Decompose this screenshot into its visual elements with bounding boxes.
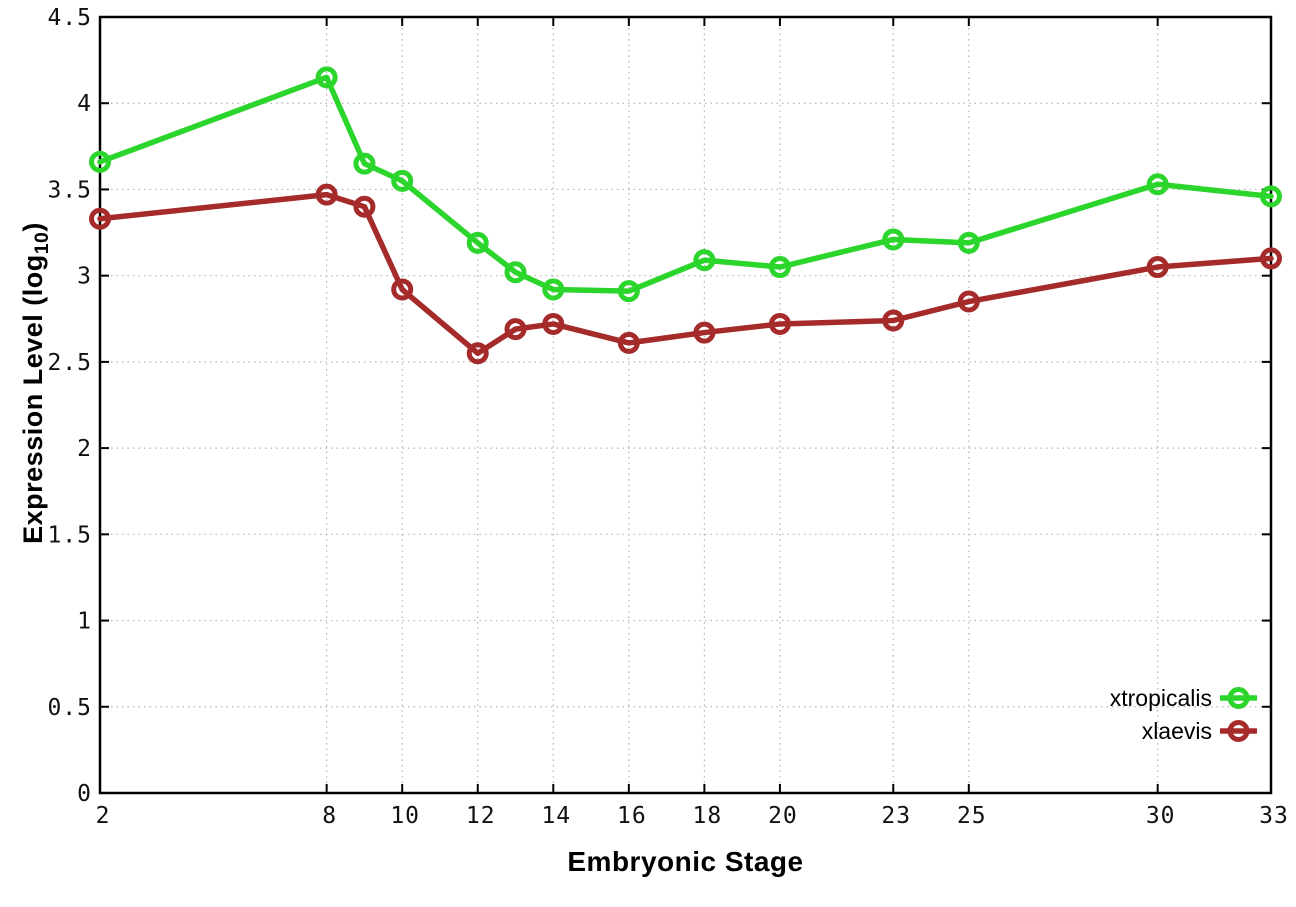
data-point-marker-xlaevis xyxy=(957,290,980,313)
y-tick-label: 0 xyxy=(77,781,92,807)
y-tick-label: 3 xyxy=(77,264,92,290)
y-tick-label: 2 xyxy=(77,436,92,462)
data-point-marker-xlaevis xyxy=(89,207,111,230)
data-point-marker-xtropicalis xyxy=(957,231,980,254)
y-tick-label: 0.5 xyxy=(47,695,92,721)
tick-labels: 2 8 10 12 14 16 18 20 23 25 30 33 0 0.5 1 1.5 2 2.5 3 3.5 4 4… xyxy=(47,5,1289,829)
data-point-marker-xtropicalis xyxy=(89,150,111,173)
x-tick-label: 23 xyxy=(881,803,911,829)
legend-label-xlaevis: xlaevis xyxy=(1142,718,1212,744)
data-point-marker-xtropicalis xyxy=(882,228,905,251)
data-point-marker-xtropicalis xyxy=(504,261,527,284)
data-point-marker-xlaevis xyxy=(391,278,414,301)
x-tick-label: 16 xyxy=(617,803,647,829)
y-tick-label: 4.5 xyxy=(47,5,92,31)
x-tick-label: 25 xyxy=(957,803,987,829)
data-point-marker-xlaevis xyxy=(353,195,376,218)
data-point-marker-xlaevis xyxy=(542,312,565,335)
legend-sample-marker-xlaevis xyxy=(1227,720,1250,742)
data-point-marker-xtropicalis xyxy=(466,231,489,254)
x-tick-label: 14 xyxy=(541,803,571,829)
data-point-marker-xlaevis xyxy=(882,309,905,332)
data-point-marker-xtropicalis xyxy=(391,169,414,192)
data-point-marker-xlaevis xyxy=(504,318,527,341)
x-tick-label: 33 xyxy=(1259,803,1289,829)
plot-border xyxy=(98,15,1273,795)
x-tick-label: 30 xyxy=(1146,803,1176,829)
series-line-xlaevis xyxy=(97,191,1274,357)
series-xtropicalis xyxy=(89,66,1282,303)
grid-layer xyxy=(100,17,1271,793)
data-point-marker-xtropicalis xyxy=(768,256,791,279)
y-tick-label: 1.5 xyxy=(47,522,92,548)
data-point-marker-xtropicalis xyxy=(542,278,565,301)
plot-frame xyxy=(98,15,1273,795)
x-tick-label: 12 xyxy=(466,803,496,829)
data-point-marker-xtropicalis xyxy=(693,249,716,272)
series-xlaevis xyxy=(89,183,1282,365)
x-tick-label: 10 xyxy=(390,803,420,829)
y-tick-label: 1 xyxy=(77,609,92,635)
data-point-marker-xtropicalis xyxy=(315,66,338,89)
legend-label-xtropicalis: xtropicalis xyxy=(1110,685,1212,711)
data-point-marker-xlaevis xyxy=(466,342,489,365)
x-tick-label: 18 xyxy=(693,803,723,829)
y-tick-label: 2.5 xyxy=(47,350,92,376)
x-tick-label: 20 xyxy=(768,803,798,829)
y-tick-label: 4 xyxy=(77,91,92,117)
data-point-marker-xtropicalis xyxy=(1146,173,1169,196)
y-axis-title-suffix: ) xyxy=(17,222,48,232)
data-point-marker-xlaevis xyxy=(768,312,791,335)
x-tick-label: 8 xyxy=(322,803,337,829)
series-line-xtropicalis xyxy=(97,74,1274,294)
data-point-marker-xlaevis xyxy=(693,321,716,344)
data-point-marker-xtropicalis xyxy=(617,280,640,303)
x-axis-title: Embryonic Stage xyxy=(567,846,804,877)
legend-sample-marker-xtropicalis xyxy=(1227,687,1250,709)
data-point-marker-xlaevis xyxy=(617,331,640,354)
data-point-marker-xtropicalis xyxy=(1260,185,1282,208)
data-point-marker-xlaevis xyxy=(315,183,338,206)
data-point-marker-xlaevis xyxy=(1146,256,1169,279)
y-axis-title: Expression Level (log10) xyxy=(18,222,54,544)
y-axis-title-text: Expression Level (log xyxy=(17,254,48,544)
data-point-marker-xtropicalis xyxy=(353,152,376,175)
data-point-marker-xlaevis xyxy=(1260,247,1282,270)
y-tick-label: 3.5 xyxy=(47,177,92,203)
x-tick-label: 2 xyxy=(96,803,111,829)
legend: xtropicalis xlaevis xyxy=(1110,685,1257,744)
y-axis-title-subscript: 10 xyxy=(31,231,54,255)
